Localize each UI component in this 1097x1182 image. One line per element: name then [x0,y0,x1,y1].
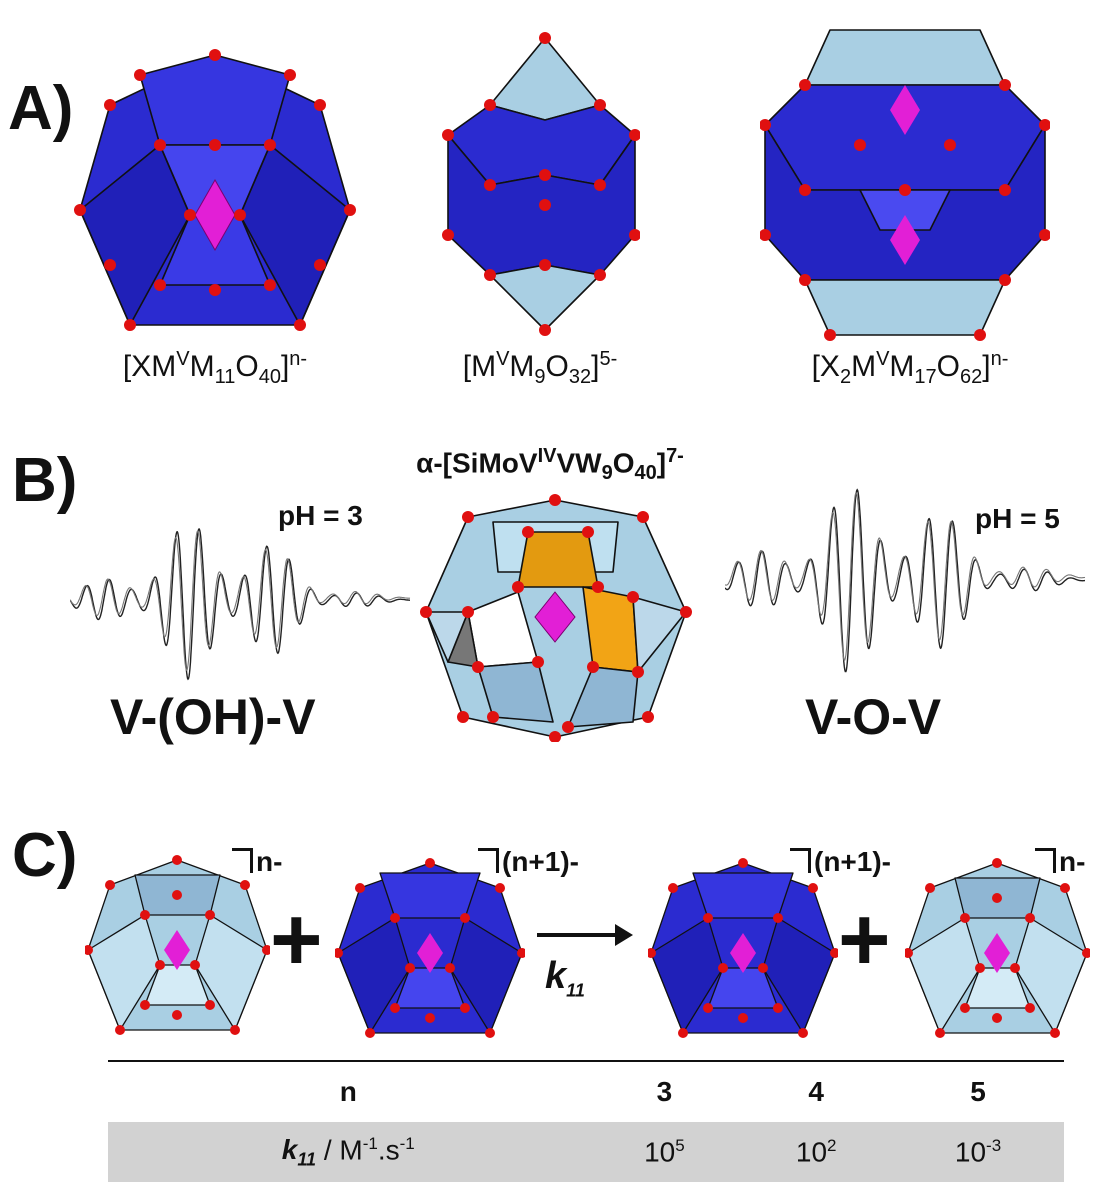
table-cell: 102 [740,1122,893,1182]
panel-b-label: B) [12,446,78,515]
left-species-label: V-(OH)-V [110,689,316,745]
epr-spectrum-ph3 [70,528,411,681]
charge-product-1: (n+1)- [790,846,891,878]
keggin-reduced-product [648,858,838,1038]
charge-product-2: n- [1035,846,1085,878]
lindqvist-dimer-structure [442,32,640,336]
charge-reactant-2: (n+1)- [478,846,579,878]
panel-b-title: α-[SiMoVIVVW9O40]7- [416,445,684,484]
formula-m10: [MVM9O32]5- [462,348,618,388]
table-header-row: n 3 4 5 [108,1060,1064,1122]
reaction-arrow [537,924,633,946]
keggin-oxidized-product [905,858,1090,1038]
panel-c-label: C) [12,821,78,890]
right-species-label: V-O-V [805,689,942,745]
table-cell: 105 [588,1122,741,1182]
table-row-label: k11 / M-1.s-1 [108,1122,589,1182]
epr-spectrum-ph5 [725,488,1086,673]
table-header-cell: 4 [740,1060,893,1122]
table-header-cell: 3 [588,1060,741,1122]
table-header-cell: n [108,1060,589,1122]
formula-dawson: [X2MVM17O62]n- [811,348,1009,388]
vanadium-keggin-structure [420,494,692,742]
rate-constant-table: n 3 4 5 k11 / M-1.s-1 105 102 10-3 [108,1060,1064,1182]
panel-a-label: A) [8,74,74,143]
keggin-reduced-reactant [335,858,525,1038]
table-row: k11 / M-1.s-1 105 102 10-3 [108,1122,1064,1182]
dawson-structure [760,29,1050,341]
table-cell: 10-3 [892,1122,1064,1182]
left-ph-label: pH = 3 [278,500,363,531]
plus-sign-right: + [838,890,891,990]
plus-sign-left: + [270,890,323,990]
table-header-cell: 5 [892,1060,1064,1122]
charge-reactant-1: n- [232,846,282,878]
formula-keggin: [XMVM11O40]n- [122,348,308,388]
keggin-structure-reduced [74,49,356,331]
keggin-oxidized-reactant [85,855,270,1035]
rate-constant-label: k11 [545,955,585,1001]
right-ph-label: pH = 5 [975,503,1060,534]
